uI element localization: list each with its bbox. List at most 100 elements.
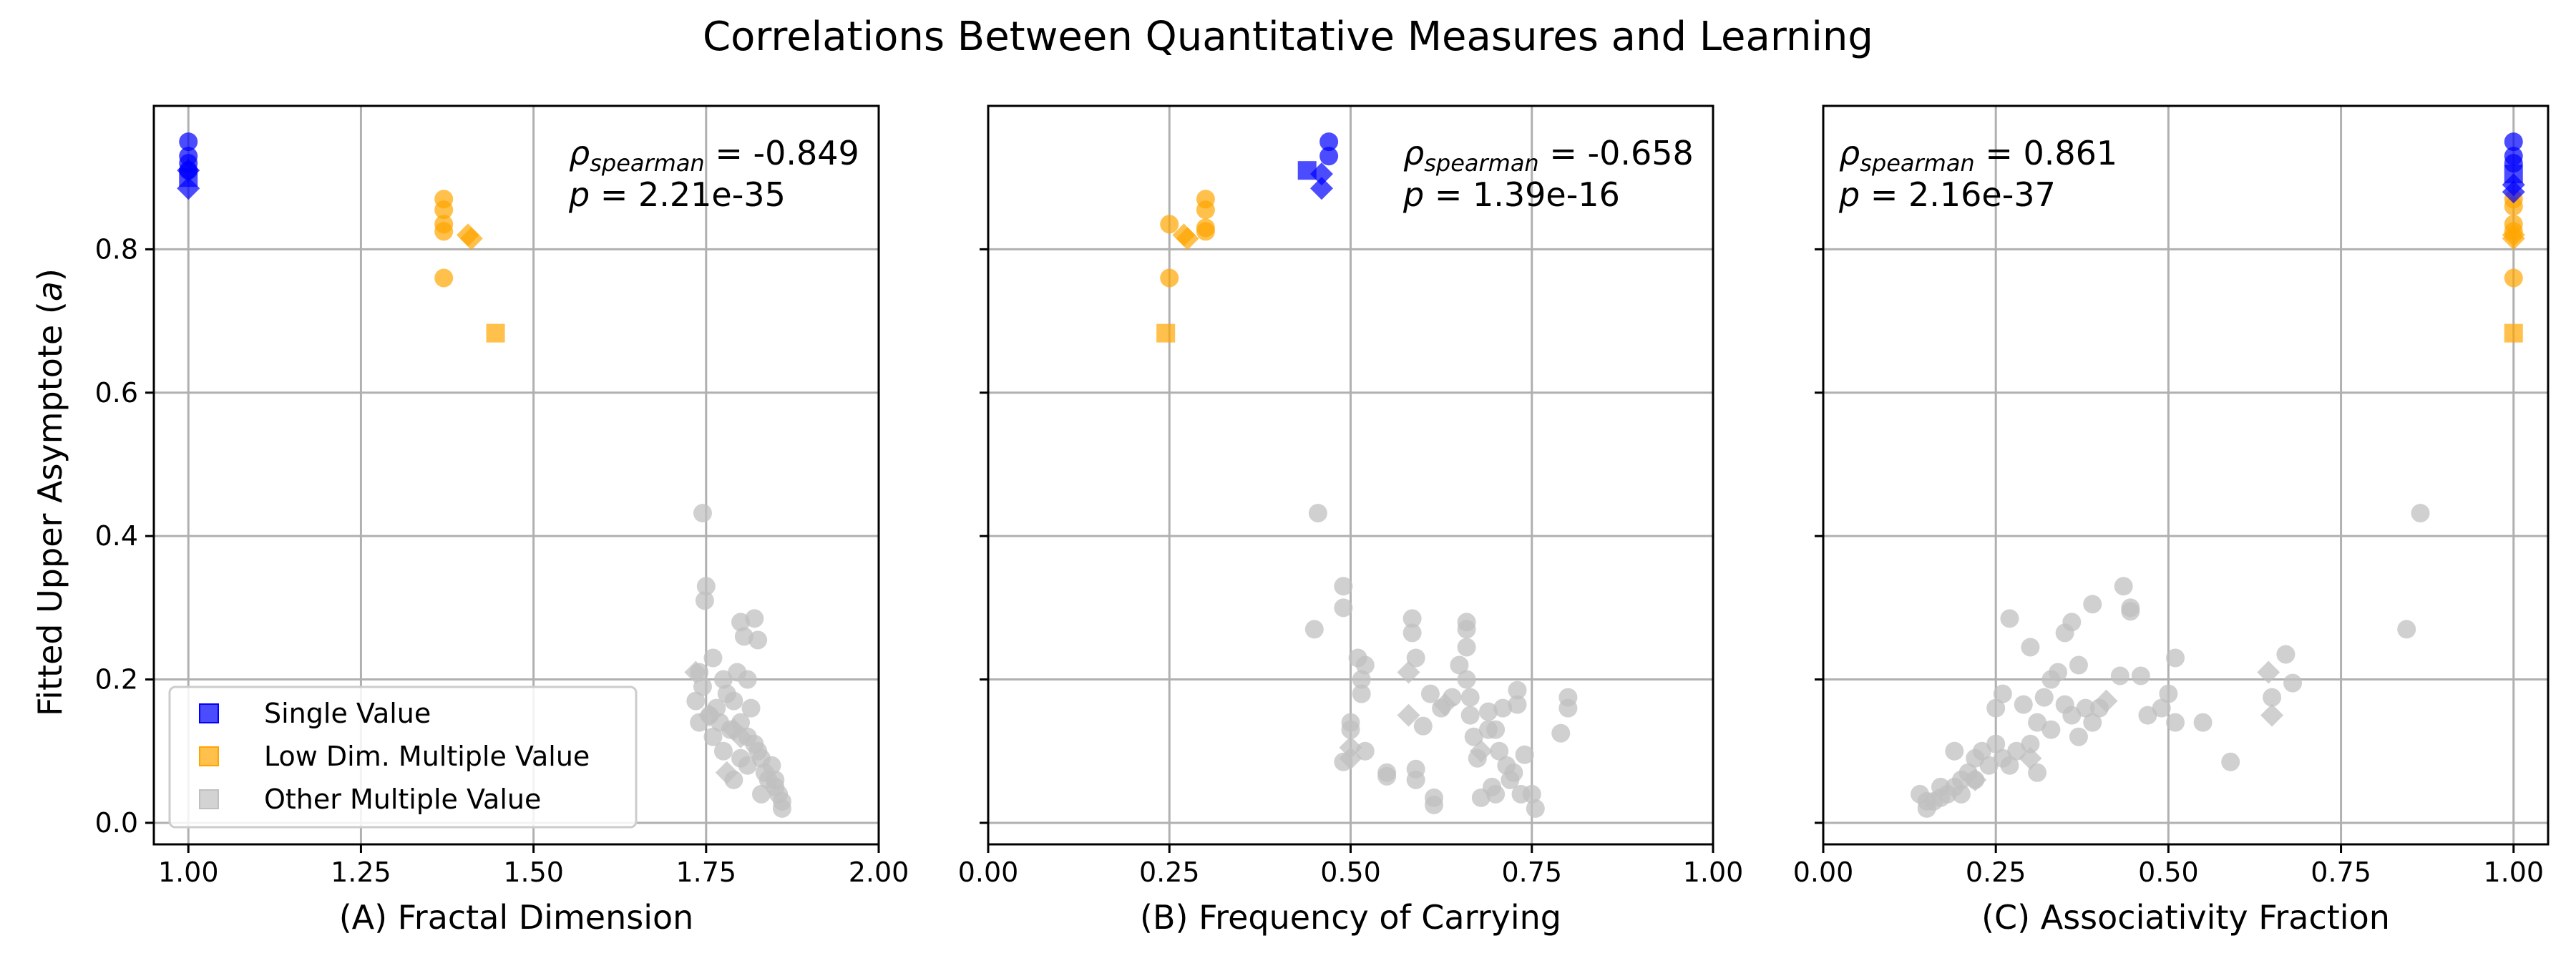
- spearman-rho: ρspearman = -0.849: [569, 134, 859, 177]
- data-point-other: [2021, 638, 2040, 657]
- data-point-other: [693, 504, 712, 523]
- data-point-other: [2166, 713, 2185, 732]
- data-point-other: [1308, 504, 1327, 523]
- data-point-other: [1478, 702, 1498, 721]
- data-point-other: [1515, 745, 1534, 764]
- data-point-other: [1339, 746, 1362, 770]
- data-point-other: [2007, 741, 2026, 761]
- legend-label: Other Multiple Value: [264, 784, 541, 815]
- axes-frame: [152, 104, 880, 846]
- data-point-other: [2094, 689, 2118, 713]
- legend-marker: [199, 789, 219, 809]
- data-point-other: [1450, 655, 1469, 675]
- p-value: p = 1.39e-16: [1402, 175, 1620, 214]
- y-tick-label: 0.4: [95, 520, 138, 552]
- data-point-other: [715, 761, 738, 784]
- x-tick-label: 0.50: [1320, 857, 1381, 888]
- data-point-single: [2502, 180, 2525, 204]
- data-point-other: [2069, 727, 2088, 746]
- data-point-other: [1931, 777, 1951, 796]
- legend-marker: [199, 703, 219, 723]
- data-point-lowdim: [1196, 222, 1215, 241]
- data-point-other: [2260, 703, 2284, 727]
- data-point-other: [698, 703, 721, 727]
- data-point-other: [686, 691, 706, 711]
- data-point-lowdim: [1160, 215, 1179, 234]
- data-point-other: [1460, 688, 1480, 707]
- data-point-other: [1486, 784, 1506, 804]
- x-tick-label: 1.25: [331, 857, 391, 888]
- legend-label: Single Value: [264, 698, 431, 729]
- data-point-other: [2110, 666, 2129, 686]
- data-point-other: [1469, 739, 1493, 763]
- data-point-other: [2138, 706, 2157, 725]
- x-tick-label: 0.25: [1966, 857, 2026, 888]
- x-tick-label: 1.00: [158, 857, 219, 888]
- x-tick-label: 0.00: [958, 857, 1019, 888]
- data-point-other: [1490, 741, 1509, 761]
- data-point-other: [2083, 713, 2102, 732]
- data-point-lowdim: [2504, 323, 2523, 343]
- data-point-lowdim: [2502, 227, 2525, 250]
- data-point-other: [1464, 727, 1483, 746]
- x-tick-label: 0.00: [1793, 857, 1854, 888]
- data-point-other: [2041, 670, 2061, 689]
- data-point-other: [1402, 623, 1422, 643]
- data-point-single: [1319, 132, 1339, 152]
- data-point-other: [703, 727, 723, 746]
- panel-A: 1.00 1.25 1.50 1.75 2.00 0.0 0.2 0.4 0.6 0.8 (A) F…: [95, 104, 909, 937]
- data-point-other: [2000, 756, 2019, 775]
- data-point-other: [713, 741, 733, 761]
- legend-box: [168, 686, 638, 829]
- data-point-other: [1508, 680, 1527, 700]
- data-point-lowdim: [434, 268, 454, 288]
- data-point-other: [1352, 670, 1371, 689]
- legend-label: Low Dim. Multiple Value: [264, 741, 590, 772]
- y-tick-label: 0.0: [95, 807, 138, 839]
- data-point-other: [772, 799, 791, 818]
- data-point-other: [703, 648, 723, 668]
- data-point-other: [1986, 734, 2006, 753]
- data-point-other: [1504, 763, 1523, 782]
- x-tick-label: 0.50: [2138, 857, 2199, 888]
- data-point-other: [1522, 784, 1541, 804]
- data-point-other: [1460, 706, 1480, 725]
- data-point-other: [729, 725, 753, 748]
- data-point-other: [1334, 577, 1353, 596]
- p-value: p = 2.16e-37: [1838, 175, 2056, 214]
- data-point-other: [2411, 504, 2430, 523]
- data-point-other: [2034, 688, 2054, 707]
- x-tick-label: 1.00: [2483, 857, 2544, 888]
- data-point-other: [1397, 703, 1420, 727]
- data-point-other: [1406, 770, 1425, 789]
- data-point-other: [2019, 746, 2042, 770]
- data-point-other: [1413, 716, 1433, 736]
- data-point-other: [1334, 598, 1353, 618]
- data-point-other: [1966, 748, 1985, 768]
- data-point-other: [2263, 688, 2282, 707]
- data-point-other: [2062, 706, 2082, 725]
- data-point-other: [2257, 660, 2280, 684]
- data-point-other: [695, 591, 714, 610]
- data-point-other: [2076, 698, 2095, 718]
- data-point-other: [2193, 713, 2212, 732]
- data-point-other: [1457, 670, 1476, 689]
- data-point-lowdim: [434, 200, 454, 220]
- spearman-rho: ρspearman = -0.658: [1403, 134, 1694, 177]
- data-point-other: [1558, 698, 1578, 718]
- data-point-other: [1433, 693, 1457, 716]
- data-point-other: [2028, 763, 2047, 782]
- data-point-other: [1979, 756, 1999, 775]
- data-point-other: [1493, 698, 1513, 718]
- data-point-other: [684, 660, 708, 684]
- data-point-other: [1986, 698, 2006, 718]
- data-point-other: [1486, 720, 1506, 739]
- y-tick-label: 0.2: [95, 664, 138, 696]
- x-tick-label: 0.25: [1139, 857, 1200, 888]
- data-point-other: [738, 670, 757, 689]
- data-point-other: [1993, 684, 2012, 703]
- data-point-single: [1319, 147, 1339, 166]
- data-point-other: [693, 677, 712, 696]
- data-point-other: [2159, 684, 2178, 703]
- data-point-other: [1424, 795, 1443, 814]
